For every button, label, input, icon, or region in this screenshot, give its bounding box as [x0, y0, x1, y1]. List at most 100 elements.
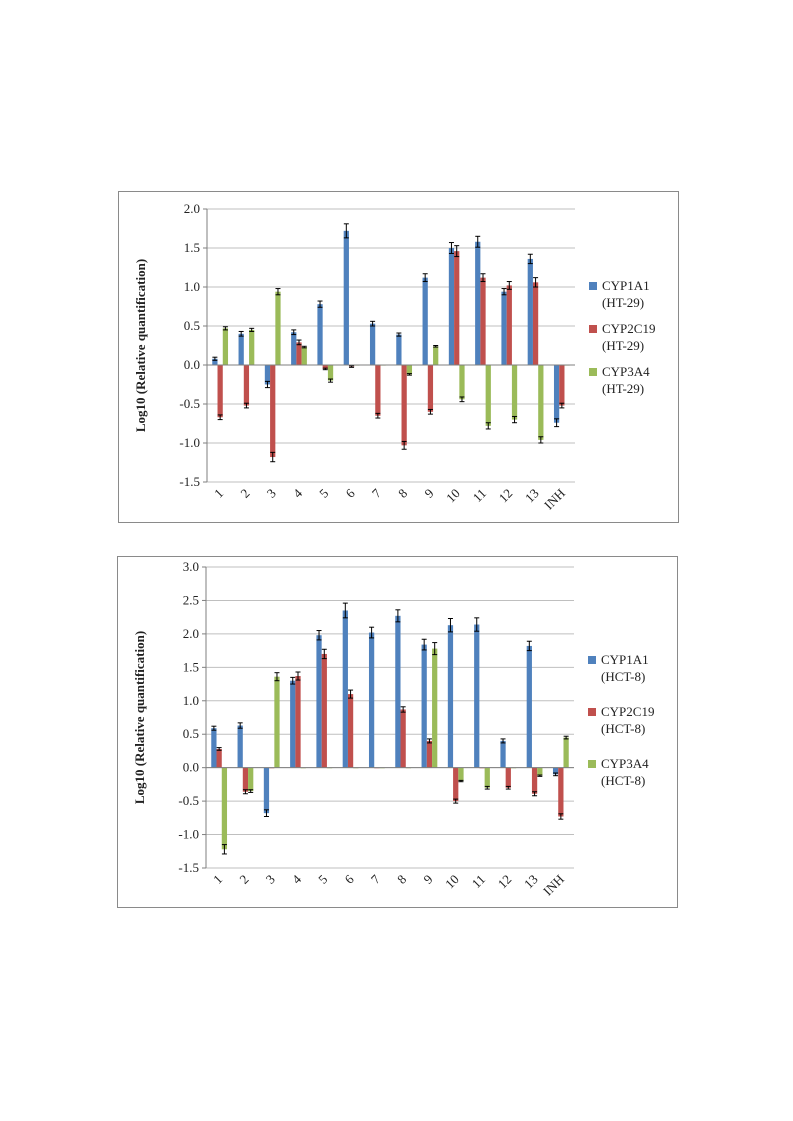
bar-cyp1a1-9: [422, 277, 428, 365]
legend-sublabel: (HCT-8): [601, 773, 645, 788]
x-tick-label: 9: [420, 872, 435, 887]
x-tick-label: 6: [341, 871, 357, 887]
bar-cyp3a4-13: [538, 365, 544, 440]
bar-cyp1a1-12: [501, 291, 507, 365]
legend-label: CYP2C19: [602, 321, 655, 336]
y-tick-label: 0.0: [183, 760, 199, 775]
bar-cyp3a4-inh: [563, 737, 569, 768]
bar-cyp1a1-1: [212, 358, 218, 365]
legend-sublabel: (HT-29): [602, 338, 644, 353]
y-tick-label: 1.0: [183, 693, 199, 708]
bar-cyp2c19-13: [531, 767, 538, 794]
bar-cyp2c19-8: [401, 365, 407, 446]
x-tick-label: 10: [443, 486, 463, 506]
bar-cyp1a1-9: [421, 644, 427, 768]
bar-cyp3a4-1: [221, 767, 228, 850]
bar-cyp3a4-1: [222, 328, 229, 365]
bar-cyp1a1-10: [448, 248, 455, 365]
y-tick-label: -0.5: [178, 793, 199, 808]
legend-label: CYP2C19: [601, 704, 654, 719]
legend-label: CYP3A4: [601, 756, 649, 771]
bar-cyp3a4-9: [433, 346, 439, 365]
bar-cyp1a1-11: [474, 624, 480, 768]
y-tick-label: 3.0: [183, 559, 199, 574]
chart-ht29: 2.0 1.5 1.0 0.5 0.0 -0.5 -1.0 -1.5 1 2 3 4 5 6 7 8 9 10 11…: [118, 191, 679, 523]
bar-cyp1a1-13: [527, 258, 533, 365]
x-tick-label: 2: [236, 872, 251, 887]
bar-cyp1a1-11: [475, 241, 481, 365]
bar-cyp2c19-9: [427, 365, 434, 412]
x-tick-label: 6: [342, 485, 358, 501]
bar-cyp2c19-8: [400, 709, 406, 768]
bar-cyp1a1-7: [369, 323, 376, 365]
y-tick-label: -1.5: [179, 474, 200, 489]
y-axis-title: Log10 (Relative quantification): [133, 259, 148, 432]
y-tick-label: -1.0: [178, 827, 199, 842]
bar-cyp2c19-9: [426, 740, 433, 768]
x-tick-label: 8: [395, 486, 410, 501]
bar-cyp2c19-5: [321, 653, 327, 768]
y-tick-label: 0.5: [183, 726, 199, 741]
x-tick-label: INH: [540, 872, 567, 899]
y-tick-label: 0.0: [184, 357, 200, 372]
bar-cyp3a4-11: [485, 365, 491, 426]
x-tick-label: 5: [315, 872, 330, 887]
legend-label: CYP1A1: [602, 278, 650, 293]
bar-cyp1a1-6: [342, 610, 348, 768]
y-axis-title: Log10 (Relative quantification): [132, 631, 147, 804]
x-tick-label: 12: [495, 872, 515, 892]
bar-cyp2c19-2: [243, 365, 250, 406]
y-tick-label: -1.5: [178, 860, 199, 875]
x-tick-label: 8: [394, 872, 409, 887]
legend-sublabel: (HCT-8): [601, 721, 645, 736]
bar-cyp3a4-11: [484, 767, 490, 788]
bar-cyp1a1-inh: [552, 767, 559, 775]
bar-cyp1a1-1: [211, 728, 217, 768]
bar-cyp3a4-12: [511, 365, 518, 420]
bar-cyp1a1-4: [291, 332, 297, 365]
x-tick-label: 11: [470, 486, 489, 505]
bar-cyp2c19-1: [216, 748, 222, 768]
bar-cyp2c19-3: [270, 365, 276, 458]
legend-swatch-cyp1a1: [589, 282, 597, 290]
x-tick-label: 1: [211, 486, 226, 501]
bar-cyp1a1-13: [526, 645, 532, 768]
bar-cyp3a4-5: [327, 365, 334, 381]
y-tick-label: 2.0: [183, 626, 199, 641]
bar-cyp2c19-7: [375, 365, 381, 416]
bar-cyp1a1-2: [237, 725, 243, 768]
bar-cyp3a4-3: [275, 291, 281, 365]
chart-hct8-svg: 3.02.52.01.51.00.50.0-0.5-1.0-1.51 2 3 4 5 6 7…: [132, 559, 654, 899]
bar-cyp1a1-5: [316, 635, 322, 768]
bar-cyp2c19-12: [506, 285, 512, 365]
x-tick-label: 2: [237, 486, 252, 501]
y-tick-label: -0.5: [179, 396, 200, 411]
bar-cyp2c19-6: [347, 694, 354, 768]
y-tick-label: -1.0: [179, 435, 200, 450]
bar-cyp2c19-13: [532, 282, 539, 365]
bar-cyp2c19-10: [454, 251, 460, 365]
bar-cyp1a1-3: [264, 365, 271, 385]
legend-swatch-cyp3a4: [588, 760, 596, 768]
bar-cyp3a4-3: [274, 676, 280, 768]
bar-cyp3a4-13: [537, 767, 543, 776]
bar-cyp1a1-10: [447, 625, 454, 768]
x-tick-label: 11: [469, 872, 488, 891]
bar-cyp2c19-4: [296, 342, 302, 365]
x-tick-label: 4: [289, 871, 305, 887]
bar-cyp2c19-4: [295, 676, 301, 768]
bar-cyp2c19-5: [322, 365, 328, 369]
bar-cyp1a1-7: [368, 632, 375, 768]
bar-cyp1a1-inh: [553, 365, 560, 423]
y-tick-label: 1.5: [184, 240, 200, 255]
bar-cyp3a4-2: [248, 767, 254, 792]
bar-cyp1a1-3: [263, 767, 270, 814]
y-tick-label: 2.5: [183, 592, 199, 607]
x-tick-label: 3: [263, 872, 278, 887]
bar-cyp2c19-inh: [558, 767, 564, 817]
bar-cyp1a1-8: [395, 615, 401, 768]
chart-ht29-svg: 2.01.51.00.50.0-0.5-1.0-1.51 2 3 4 5 6 7 8 9 10 11…: [133, 201, 655, 512]
x-tick-label: 3: [264, 486, 279, 501]
bar-cyp1a1-12: [500, 740, 506, 768]
bar-cyp1a1-4: [290, 680, 296, 768]
